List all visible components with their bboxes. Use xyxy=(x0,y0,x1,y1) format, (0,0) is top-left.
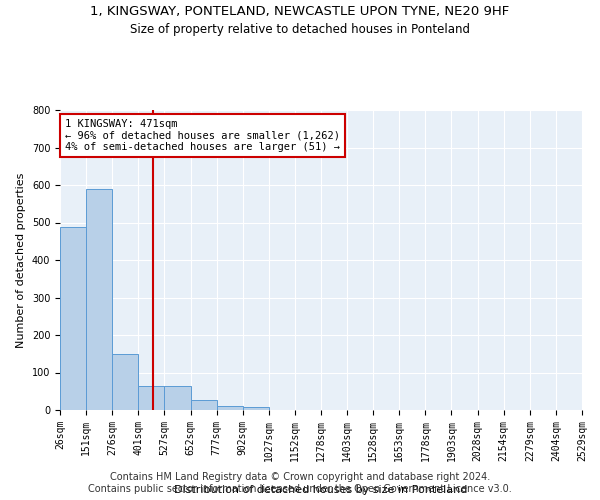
Bar xyxy=(217,406,242,410)
Bar xyxy=(112,354,138,410)
Bar xyxy=(86,188,112,410)
Bar xyxy=(164,386,191,410)
Bar xyxy=(60,228,86,410)
Bar xyxy=(191,400,217,410)
Text: 1, KINGSWAY, PONTELAND, NEWCASTLE UPON TYNE, NE20 9HF: 1, KINGSWAY, PONTELAND, NEWCASTLE UPON T… xyxy=(91,5,509,18)
Text: Distribution of detached houses by size in Ponteland: Distribution of detached houses by size … xyxy=(175,485,467,495)
Text: Size of property relative to detached houses in Ponteland: Size of property relative to detached ho… xyxy=(130,22,470,36)
Y-axis label: Number of detached properties: Number of detached properties xyxy=(16,172,26,348)
Text: 1 KINGSWAY: 471sqm
← 96% of detached houses are smaller (1,262)
4% of semi-detac: 1 KINGSWAY: 471sqm ← 96% of detached hou… xyxy=(65,119,340,152)
Text: Contains HM Land Registry data © Crown copyright and database right 2024.
Contai: Contains HM Land Registry data © Crown c… xyxy=(88,472,512,494)
Bar xyxy=(242,408,269,410)
Bar xyxy=(138,386,164,410)
